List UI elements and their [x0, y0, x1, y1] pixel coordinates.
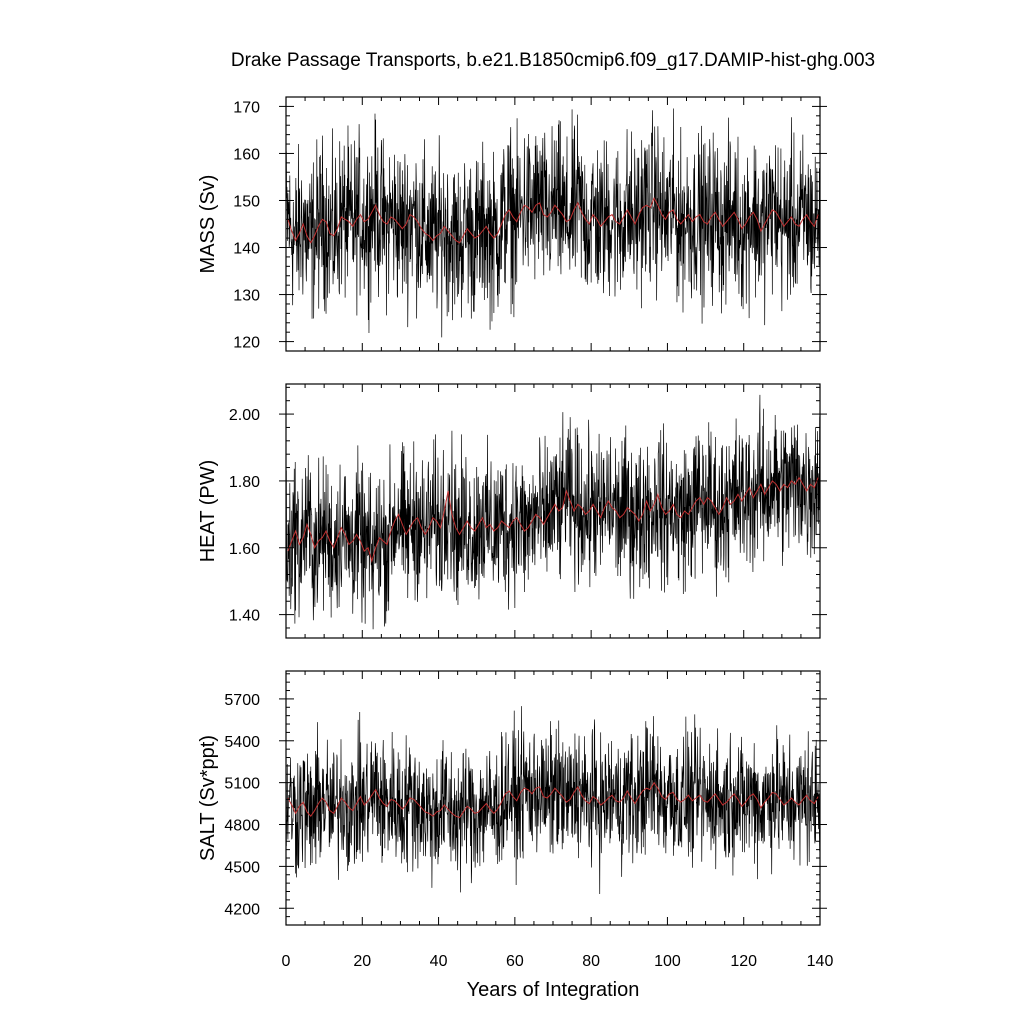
- y-axis-title: SALT (Sv*ppt): [197, 735, 219, 861]
- y-tick-label: 5400: [224, 734, 260, 751]
- x-tick-label: 40: [430, 953, 448, 970]
- panels: 120 130 140 150 160 170 MASS (Sv) 1.40 1.60 1.80 2…: [197, 96, 827, 926]
- y-axis-title: HEAT (PW): [197, 460, 219, 563]
- y-tick-label: 4800: [224, 818, 260, 835]
- y-tick-label: 170: [233, 99, 260, 116]
- y-tick-label: 1.40: [229, 608, 260, 625]
- annual-mean-series-line: [287, 781, 819, 819]
- panel-3: 4200 4500 4800 5100 5400 5700 SALT (Sv*ppt): [197, 670, 827, 926]
- y-tick-label: 4200: [224, 901, 260, 918]
- y-tick-label: 130: [233, 288, 260, 305]
- y-tick-label: 120: [233, 335, 260, 352]
- y-tick-label: 160: [233, 146, 260, 163]
- panel-2: 1.40 1.60 1.80 2.00 HEAT (PW): [197, 383, 827, 639]
- x-axis-labels: 0 20 40 60 80 100 120 140: [282, 953, 834, 970]
- x-tick-label: 80: [582, 953, 600, 970]
- y-tick-label: 5100: [224, 776, 260, 793]
- x-tick-label: 120: [730, 953, 757, 970]
- annual-mean-series-line: [287, 196, 819, 244]
- y-tick-label: 1.60: [229, 541, 260, 558]
- y-tick-label: 4500: [224, 859, 260, 876]
- y-axis-title: MASS (Sv): [197, 175, 219, 274]
- chart-title: Drake Passage Transports, b.e21.B1850cmi…: [231, 50, 875, 71]
- annual-mean-series-line: [287, 476, 819, 563]
- x-tick-label: 140: [807, 953, 834, 970]
- x-tick-label: 0: [282, 953, 291, 970]
- y-tick-label: 2.00: [229, 407, 260, 424]
- y-tick-label: 150: [233, 193, 260, 210]
- monthly-series-line: [285, 108, 821, 338]
- x-axis-title: Years of Integration: [467, 979, 640, 1001]
- y-tick-label: 1.80: [229, 474, 260, 491]
- y-tick-label: 5700: [224, 692, 260, 709]
- x-tick-label: 60: [506, 953, 524, 970]
- y-tick-label: 140: [233, 241, 260, 258]
- x-tick-label: 20: [353, 953, 371, 970]
- panel-1: 120 130 140 150 160 170 MASS (Sv): [197, 96, 827, 352]
- x-tick-label: 100: [654, 953, 681, 970]
- monthly-series-line: [285, 394, 821, 630]
- monthly-series-line: [285, 706, 821, 894]
